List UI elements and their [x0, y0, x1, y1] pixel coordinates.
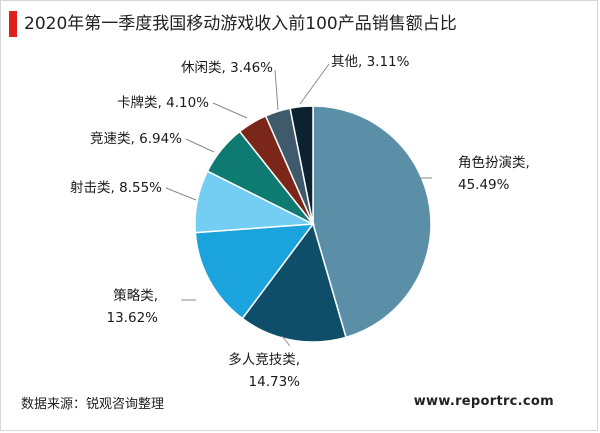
leader-line [299, 63, 330, 105]
leader-lines [165, 63, 432, 347]
slice-label: 射击类, 8.55% [70, 180, 162, 196]
pie-slice [194, 223, 315, 320]
slice-label: 其他, 3.11% [331, 54, 410, 70]
leader-line [212, 102, 248, 119]
pie-slice [289, 105, 314, 225]
chart-title: 2020年第一季度我国移动游戏收入前100产品销售额占比 [24, 14, 457, 34]
leader-line [165, 187, 197, 201]
leader-line [281, 335, 291, 347]
leader-line [185, 138, 215, 153]
slice-label: 竞速类, 6.94% [90, 130, 182, 147]
title-accent-bar [9, 11, 17, 37]
slice-label: 休闲类, 3.46% [181, 60, 273, 76]
slice-label: 策略类, 13.62% [107, 287, 159, 326]
slice-label: 角色扮演类, 45.49% [458, 154, 530, 193]
data-source-note: 数据来源：锐观咨询整理 [21, 397, 165, 412]
leader-line [274, 69, 279, 111]
slice-label: 卡牌类, 4.10% [117, 94, 209, 111]
pie-slice [241, 222, 347, 343]
slice-labels: 角色扮演类, 45.49% 多人竞技类, 14.73% 策略类, 13.62% 射击类, 8… [70, 54, 530, 390]
website-url: www.reportrc.com [413, 394, 554, 409]
slice-label: 多人竞技类, 14.73% [228, 351, 300, 390]
pie-slices [194, 105, 432, 343]
pie-slice [312, 105, 432, 339]
